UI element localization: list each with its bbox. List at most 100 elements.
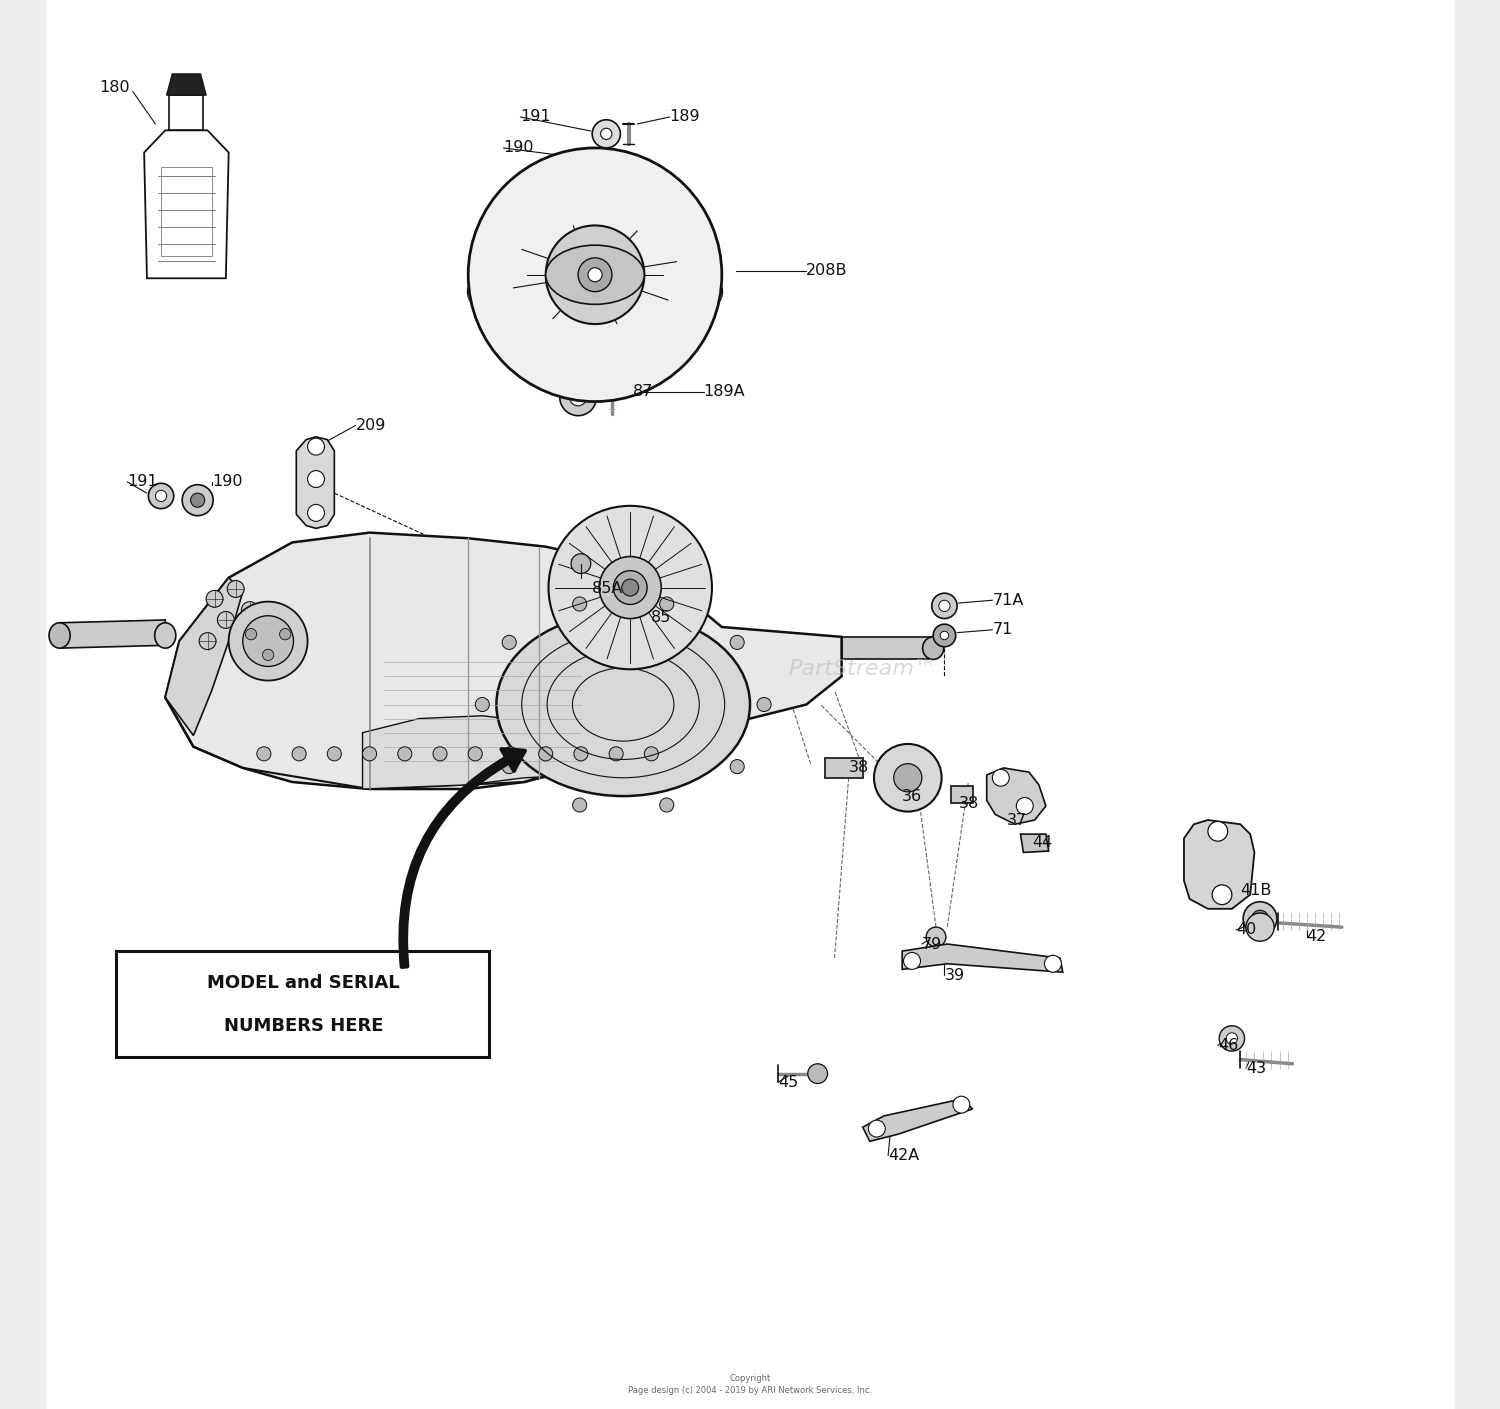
Circle shape xyxy=(228,581,244,597)
Circle shape xyxy=(894,764,922,792)
Circle shape xyxy=(503,759,516,774)
Text: 42A: 42A xyxy=(888,1148,920,1162)
Text: 191: 191 xyxy=(128,475,158,489)
Text: 189: 189 xyxy=(669,110,700,124)
Circle shape xyxy=(234,628,250,645)
Circle shape xyxy=(573,797,586,812)
Circle shape xyxy=(308,438,324,455)
Text: 190: 190 xyxy=(211,475,243,489)
Text: 189A: 189A xyxy=(704,385,746,399)
Circle shape xyxy=(1220,1026,1245,1051)
Circle shape xyxy=(1226,1033,1238,1044)
Circle shape xyxy=(1212,885,1231,905)
Polygon shape xyxy=(165,578,243,735)
Polygon shape xyxy=(842,637,933,659)
Ellipse shape xyxy=(154,623,176,648)
Text: 209: 209 xyxy=(356,418,386,433)
Text: 39: 39 xyxy=(945,968,964,982)
Text: 87: 87 xyxy=(633,385,654,399)
Circle shape xyxy=(758,697,771,712)
Circle shape xyxy=(148,483,174,509)
Text: 79: 79 xyxy=(922,937,942,951)
Text: NUMBERS HERE: NUMBERS HERE xyxy=(224,1017,382,1034)
Text: PartStream™: PartStream™ xyxy=(789,659,938,679)
Circle shape xyxy=(592,148,621,176)
Text: 85: 85 xyxy=(651,610,672,624)
Circle shape xyxy=(327,747,342,761)
Circle shape xyxy=(600,128,612,139)
Circle shape xyxy=(614,571,646,604)
Circle shape xyxy=(504,747,518,761)
Circle shape xyxy=(730,759,744,774)
Circle shape xyxy=(398,747,412,761)
Text: 36: 36 xyxy=(902,789,922,803)
Circle shape xyxy=(242,602,258,619)
Circle shape xyxy=(660,797,674,812)
Text: 46: 46 xyxy=(1218,1038,1237,1053)
Circle shape xyxy=(560,379,597,416)
Circle shape xyxy=(622,579,639,596)
Circle shape xyxy=(808,1064,828,1084)
Circle shape xyxy=(308,471,324,488)
Ellipse shape xyxy=(922,637,944,659)
Polygon shape xyxy=(902,944,1064,972)
Text: 37: 37 xyxy=(1007,813,1026,827)
Circle shape xyxy=(538,747,552,761)
Text: 42: 42 xyxy=(1306,930,1328,944)
Circle shape xyxy=(292,747,306,761)
Circle shape xyxy=(243,616,294,666)
Polygon shape xyxy=(166,75,206,96)
Polygon shape xyxy=(60,620,165,648)
Circle shape xyxy=(578,258,612,292)
Circle shape xyxy=(933,624,956,647)
Circle shape xyxy=(598,155,613,169)
Circle shape xyxy=(1244,902,1276,936)
FancyArrowPatch shape xyxy=(400,750,525,967)
Text: Page design (c) 2004 - 2019 by ARI Network Services, Inc.: Page design (c) 2004 - 2019 by ARI Netwo… xyxy=(628,1386,872,1395)
Circle shape xyxy=(549,506,712,669)
Circle shape xyxy=(468,747,483,761)
Circle shape xyxy=(926,927,946,947)
Ellipse shape xyxy=(496,613,750,796)
Text: 180: 180 xyxy=(99,80,129,94)
Ellipse shape xyxy=(468,231,722,320)
Text: 45: 45 xyxy=(778,1075,798,1089)
Circle shape xyxy=(588,268,602,282)
Circle shape xyxy=(308,504,324,521)
Circle shape xyxy=(228,602,308,681)
Circle shape xyxy=(476,697,489,712)
Circle shape xyxy=(598,557,662,619)
Circle shape xyxy=(1251,910,1269,927)
Text: MODEL and SERIAL: MODEL and SERIAL xyxy=(207,975,399,992)
Circle shape xyxy=(1044,955,1062,972)
Circle shape xyxy=(503,635,516,650)
Text: 44: 44 xyxy=(1032,836,1052,850)
Circle shape xyxy=(182,485,213,516)
Text: 43: 43 xyxy=(1246,1061,1266,1075)
Text: 41B: 41B xyxy=(1240,883,1272,898)
Text: 85A: 85A xyxy=(592,582,624,596)
Polygon shape xyxy=(1020,834,1048,852)
Circle shape xyxy=(645,747,658,761)
Circle shape xyxy=(592,120,621,148)
Circle shape xyxy=(660,597,674,612)
Text: 40: 40 xyxy=(1236,923,1257,937)
Text: 191: 191 xyxy=(520,110,550,124)
Text: 38: 38 xyxy=(849,761,868,775)
Bar xyxy=(160,168,212,256)
Ellipse shape xyxy=(468,248,722,337)
Circle shape xyxy=(874,744,942,812)
Circle shape xyxy=(939,600,950,612)
Circle shape xyxy=(1017,797,1034,814)
Polygon shape xyxy=(862,1099,972,1141)
Circle shape xyxy=(574,747,588,761)
Circle shape xyxy=(279,628,291,640)
Text: Copyright: Copyright xyxy=(729,1374,771,1382)
Circle shape xyxy=(868,1120,885,1137)
Circle shape xyxy=(1246,913,1274,941)
Circle shape xyxy=(262,650,274,661)
Text: 71A: 71A xyxy=(993,593,1023,607)
Polygon shape xyxy=(951,786,972,803)
Circle shape xyxy=(363,747,376,761)
Circle shape xyxy=(546,225,645,324)
